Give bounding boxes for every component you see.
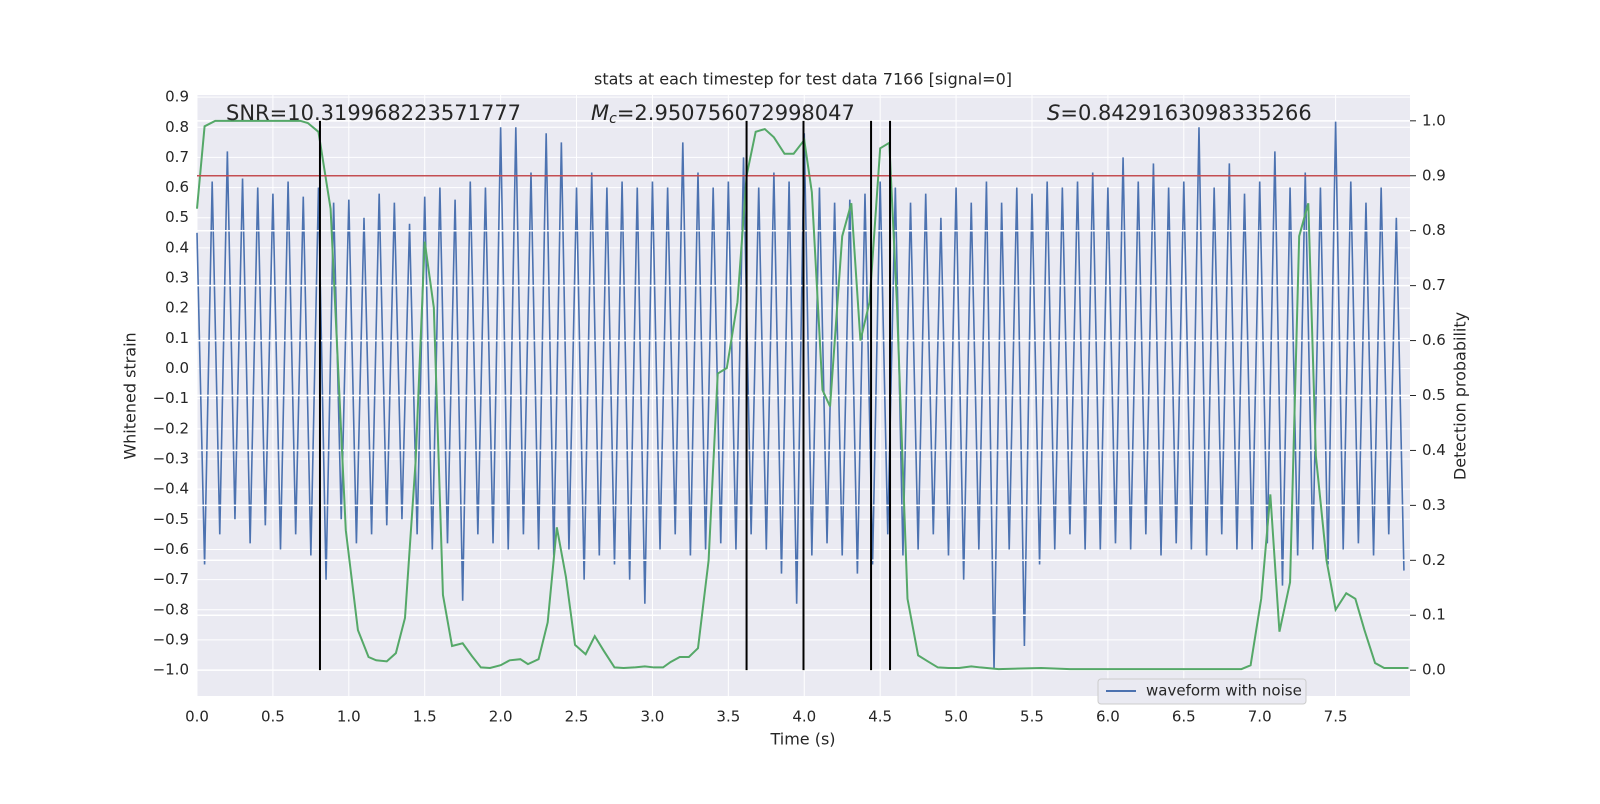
x-tick-label: 0.0 [185, 708, 209, 726]
x-tick-label: 4.5 [868, 708, 892, 726]
over-layer [196, 119, 1410, 671]
y-tick-label: −0.8 [153, 600, 189, 618]
legend: waveform with noise [1097, 678, 1307, 705]
y-tick-label: 0.5 [165, 208, 189, 226]
series-line [196, 121, 1405, 671]
legend-label: waveform with noise [1146, 682, 1302, 700]
y-tick-label: 0.2 [165, 299, 189, 317]
y2-tick-label: 0.5 [1422, 386, 1446, 404]
y-tick-label: 0.1 [165, 329, 189, 347]
annotation-value: =2.950756072998047 [617, 101, 855, 125]
y-tick-label: −0.4 [153, 480, 189, 498]
y-tick-label: 0.3 [165, 269, 189, 287]
annotation: Mc=2.950756072998047 [591, 101, 855, 127]
y2-tick-label: 0.6 [1422, 331, 1446, 349]
series-line [196, 119, 1409, 671]
y-tick-label: 0.8 [165, 118, 189, 136]
x-tick-label: 3.0 [641, 708, 665, 726]
annotation-symbol: M [591, 101, 609, 125]
x-tick-label: 3.5 [716, 708, 740, 726]
y-tick-label: −0.2 [153, 419, 189, 437]
y-axis-label: Whitened strain [121, 332, 140, 459]
y-tick-label: −0.7 [153, 570, 189, 588]
x-tick-label: 7.5 [1324, 708, 1348, 726]
x-tick-label: 5.0 [944, 708, 968, 726]
x-tick-label: 6.0 [1096, 708, 1120, 726]
y2-tick-label: 0.2 [1422, 551, 1446, 569]
x-tick-label: 5.5 [1020, 708, 1044, 726]
x-tick-label: 1.0 [337, 708, 361, 726]
y2-tick-label: 0.4 [1422, 441, 1446, 459]
x-tick-label: 6.5 [1172, 708, 1196, 726]
annotation-symbol: S [1047, 101, 1060, 125]
y-tick-label: −0.5 [153, 510, 189, 528]
x-tick-label: 2.5 [565, 708, 589, 726]
x-axis-label: Time (s) [769, 730, 835, 749]
y-tick-label: 0.6 [165, 178, 189, 196]
x-tick-label: 1.5 [413, 708, 437, 726]
x-tick-label: 7.0 [1248, 708, 1272, 726]
y2-tick-label: 1.0 [1422, 111, 1446, 129]
x-tick-label: 0.5 [261, 708, 285, 726]
annotation: SNR=10.319968223571777 [226, 101, 521, 125]
x-tick-label: 2.0 [489, 708, 513, 726]
y-tick-label: −0.3 [153, 449, 189, 467]
annotation: S=0.8429163098335266 [1047, 101, 1312, 125]
y2-tick-label: 0.7 [1422, 276, 1446, 294]
y2-tick-label: 0.1 [1422, 606, 1446, 624]
y2-tick-label: 0.9 [1422, 166, 1446, 184]
y2-tick-label: 0.8 [1422, 221, 1446, 239]
annotation-value: =0.8429163098335266 [1060, 101, 1311, 125]
legend-box [1097, 678, 1307, 705]
x-tick-label: 4.0 [792, 708, 816, 726]
y-tick-label: 0.7 [165, 148, 189, 166]
y-tick-label: −0.6 [153, 540, 189, 558]
y-tick-label: −1.0 [153, 661, 189, 679]
y-tick-label: −0.9 [153, 630, 189, 648]
annotation-subscript: c [609, 111, 617, 127]
chart-title: stats at each timestep for test data 716… [594, 70, 1012, 89]
y2-tick-label: 0.0 [1422, 661, 1446, 679]
y-tick-label: 0.9 [165, 88, 189, 106]
y-tick-label: −0.1 [153, 389, 189, 407]
y-tick-label: 0.4 [165, 238, 189, 256]
y2-tick-label: 0.3 [1422, 496, 1446, 514]
y-tick-label: 0.0 [165, 359, 189, 377]
y2-axis-label: Detection probability [1451, 312, 1470, 480]
